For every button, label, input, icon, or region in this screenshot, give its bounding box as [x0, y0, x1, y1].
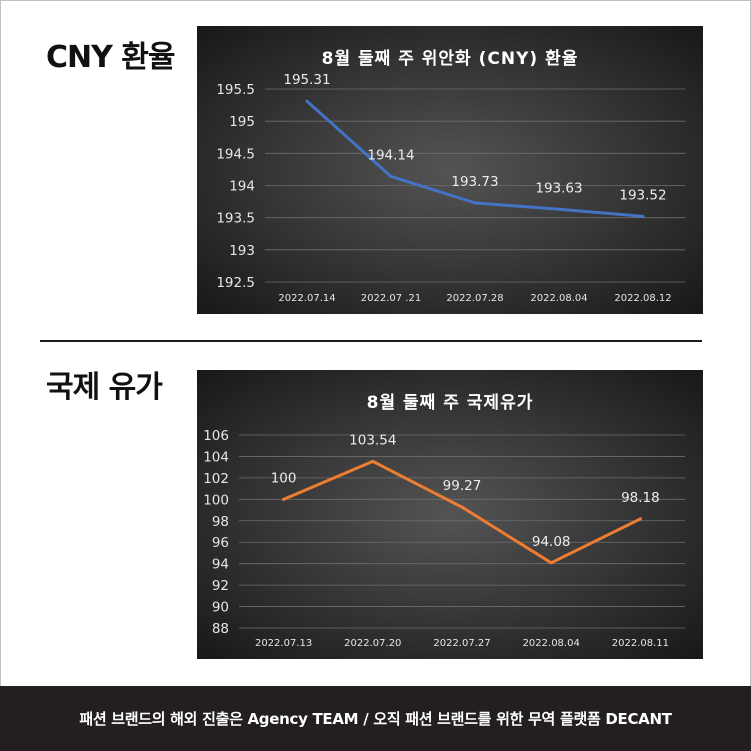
data-label: 94.08: [532, 534, 571, 550]
chart-svg: 8월 둘째 주 위안화 (CNY) 환율 195.5 195 194.5 194 193.…: [197, 26, 703, 314]
y-tick-label: 106: [203, 428, 229, 444]
y-tick-label: 94: [212, 557, 229, 573]
chart-title: 8월 둘째 주 국제유가: [367, 393, 534, 413]
data-point: [557, 207, 561, 211]
data-point: [641, 214, 645, 218]
y-tick-label: 104: [203, 449, 229, 465]
y-tick-label: 194.5: [216, 146, 255, 162]
x-tick-label: 2022.07.27: [433, 638, 490, 649]
y-tick-label: 193.5: [216, 211, 255, 227]
cny-exchange-rate-chart: 8월 둘째 주 위안화 (CNY) 환율 195.5 195 194.5 194 193.…: [197, 26, 703, 314]
data-point: [638, 517, 642, 521]
y-tick-label: 194: [229, 179, 255, 195]
x-tick-label: 2022.07.20: [344, 638, 401, 649]
x-tick-label: 2022.08.04: [523, 638, 580, 649]
x-tick-label: 2022.07.28: [446, 293, 503, 304]
data-point: [460, 505, 464, 509]
data-point: [305, 99, 309, 103]
oil-price-chart: 8월 둘째 주 국제유가 106 104 102 100 98 96 94 92 90 88 2022…: [197, 370, 703, 659]
data-label: 103.54: [349, 432, 396, 448]
chart-background: [197, 26, 703, 314]
cny-section-title: CNY 환율: [46, 40, 175, 75]
x-tick-label: 2022.07.14: [278, 293, 335, 304]
y-tick-label: 102: [203, 471, 229, 487]
data-point: [371, 459, 375, 463]
y-tick-label: 92: [212, 578, 229, 594]
data-label: 99.27: [443, 478, 482, 494]
data-label: 193.73: [451, 174, 498, 190]
data-label: 98.18: [621, 490, 660, 506]
y-tick-label: 193: [229, 243, 255, 259]
y-tick-label: 88: [212, 621, 229, 637]
y-tick-label: 195.5: [216, 82, 255, 98]
y-tick-label: 195: [229, 114, 255, 130]
x-tick-label: 2022.07 .21: [361, 293, 421, 304]
y-tick-label: 100: [203, 492, 229, 508]
data-point: [282, 497, 286, 501]
y-tick-label: 192.5: [216, 275, 255, 291]
chart-background: [197, 370, 703, 659]
data-label: 194.14: [367, 147, 414, 163]
y-tick-label: 90: [212, 600, 229, 616]
chart-title: 8월 둘째 주 위안화 (CNY) 환율: [322, 49, 579, 69]
x-tick-label: 2022.07.13: [255, 638, 312, 649]
data-label: 100: [271, 470, 297, 486]
x-tick-label: 2022.08.11: [612, 638, 669, 649]
data-point: [473, 201, 477, 205]
data-label: 195.31: [283, 72, 330, 88]
data-point: [389, 174, 393, 178]
footer-text: 패션 브랜드의 해외 진출은 Agency TEAM / 오직 패션 브랜드를 …: [79, 710, 672, 728]
footer-banner: 패션 브랜드의 해외 진출은 Agency TEAM / 오직 패션 브랜드를 …: [0, 686, 751, 751]
chart-svg: 8월 둘째 주 국제유가 106 104 102 100 98 96 94 92 90 88 2022…: [197, 370, 703, 659]
y-tick-label: 98: [212, 514, 229, 530]
data-label: 193.52: [619, 187, 666, 203]
x-tick-label: 2022.08.04: [530, 293, 587, 304]
y-tick-label: 96: [212, 535, 229, 551]
x-tick-label: 2022.08.12: [614, 293, 671, 304]
data-label: 193.63: [535, 180, 582, 196]
oil-section-title: 국제 유가: [46, 370, 163, 405]
section-divider: [40, 340, 702, 342]
data-point: [549, 561, 553, 565]
